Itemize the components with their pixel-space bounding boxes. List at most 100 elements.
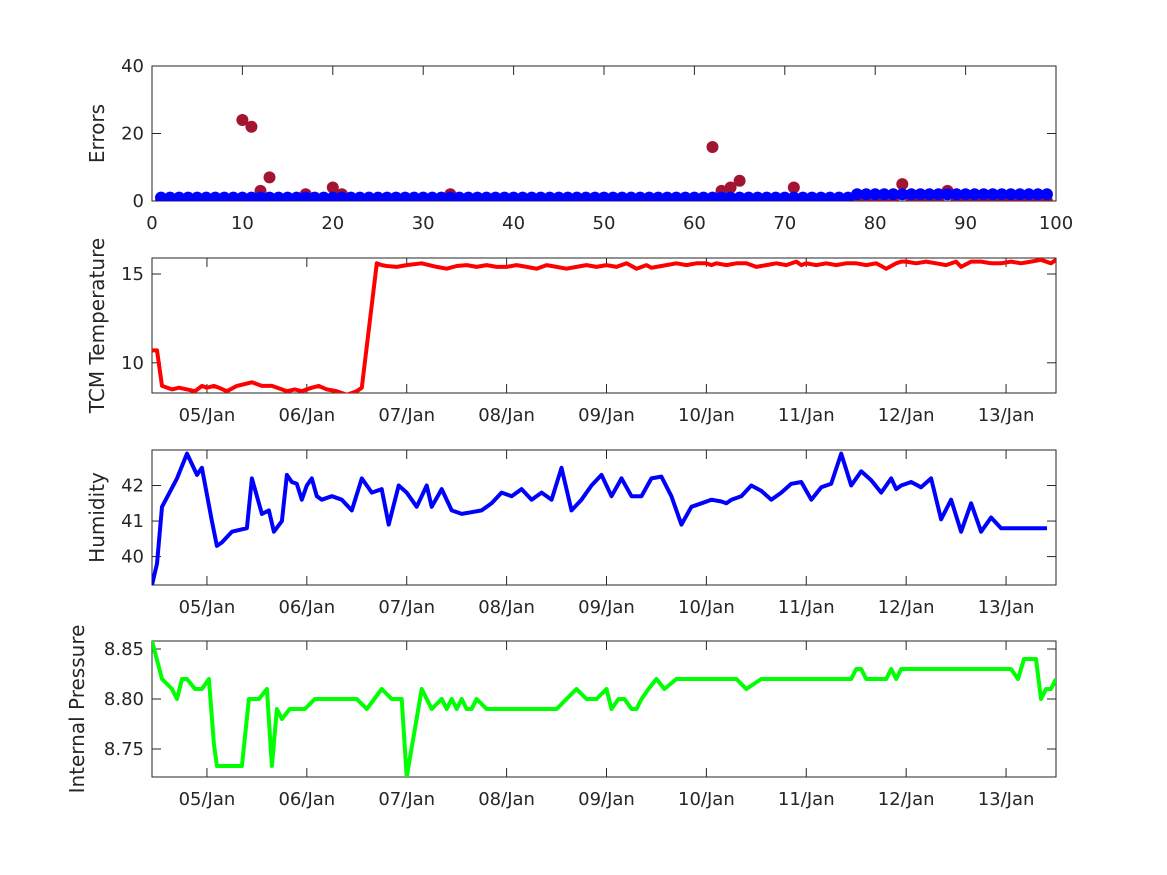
data-point: [570, 191, 583, 201]
data-point: [335, 191, 348, 201]
x-tick-label: 0: [146, 213, 157, 234]
data-point: [308, 191, 321, 201]
data-point: [209, 191, 222, 201]
data-point: [227, 191, 240, 201]
data-point: [869, 188, 882, 201]
x-tick-label: 05/Jan: [179, 789, 236, 810]
series-line: [152, 258, 1056, 393]
data-point: [824, 191, 836, 201]
data-point: [1013, 188, 1026, 201]
data-point: [887, 188, 900, 201]
data-point: [787, 181, 800, 194]
data-point: [290, 191, 303, 201]
x-tick-label: 08/Jan: [478, 789, 535, 810]
data-point: [634, 191, 647, 201]
data-point: [236, 191, 249, 201]
x-tick-label: 70: [773, 213, 796, 234]
data-point: [263, 171, 276, 184]
x-tick-label: 08/Jan: [478, 597, 535, 618]
internal-pressure-panel: 05/Jan 06/Jan 07/Jan 08/Jan 09/Jan 10/Jan 11/J…: [65, 625, 1057, 810]
errors-panel: 0 10 20 30 40 50 60 70 80 90 100 0 20 40 Errors: [85, 56, 1073, 234]
data-point: [860, 188, 873, 201]
data-point: [878, 188, 891, 201]
data-point: [426, 191, 439, 201]
data-point: [896, 188, 909, 201]
data-point: [435, 191, 448, 201]
data-point: [733, 174, 746, 187]
x-tick-label: 08/Jan: [478, 405, 535, 426]
data-point: [679, 191, 692, 201]
data-point: [941, 188, 954, 201]
data-point: [959, 188, 972, 201]
y-tick-label: 0: [133, 191, 144, 212]
data-point: [625, 191, 638, 201]
plot-area: [151, 65, 1057, 202]
data-point: [453, 191, 466, 201]
data-layer: [152, 451, 1047, 585]
y-tick-label: 40: [121, 547, 144, 568]
data-point: [218, 191, 231, 201]
data-point: [706, 191, 719, 201]
x-tick-label: 12/Jan: [878, 597, 935, 618]
x-tick-label: 12/Jan: [878, 405, 935, 426]
data-point: [706, 141, 719, 153]
x-tick-label: 09/Jan: [578, 789, 635, 810]
data-point: [372, 191, 384, 201]
data-point: [995, 188, 1008, 201]
data-point: [200, 191, 213, 201]
data-point: [598, 191, 610, 201]
data-point: [923, 188, 936, 201]
data-point: [742, 191, 755, 201]
y-axis-label: Humidity: [85, 472, 109, 563]
data-layer: [152, 641, 1056, 777]
data-point: [191, 191, 204, 201]
x-tick-label: 80: [864, 213, 887, 234]
series-line: [152, 641, 1056, 777]
data-point: [561, 191, 574, 201]
x-tick-label: 06/Jan: [278, 597, 335, 618]
data-point: [724, 181, 737, 194]
x-tick-label: 10: [231, 213, 254, 234]
data-point: [390, 191, 403, 201]
data-point: [245, 191, 258, 201]
x-tick-label: 05/Jan: [179, 597, 236, 618]
x-tick-label: 100: [1039, 213, 1073, 234]
data-point: [263, 191, 276, 201]
x-tick-label: 12/Jan: [878, 789, 935, 810]
humidity-panel: 05/Jan 06/Jan 07/Jan 08/Jan 09/Jan 10/Jan 11/J…: [85, 449, 1057, 618]
data-point: [1004, 188, 1017, 201]
data-point: [805, 191, 818, 201]
x-tick-label: 06/Jan: [278, 789, 335, 810]
data-point: [652, 191, 665, 201]
x-tick-label: 09/Jan: [578, 597, 635, 618]
data-point: [552, 191, 565, 201]
data-point: [344, 191, 357, 201]
x-tick-label: 13/Jan: [978, 405, 1035, 426]
data-point: [408, 191, 421, 201]
x-tick-label: 07/Jan: [378, 789, 435, 810]
plot-area: [151, 449, 1057, 586]
x-tick-label: 07/Jan: [378, 405, 435, 426]
data-point: [245, 120, 258, 133]
plot-area: [151, 257, 1057, 394]
y-tick-label: 42: [121, 476, 144, 497]
data-point: [968, 188, 981, 201]
y-tick-label: 10: [121, 353, 144, 374]
data-point: [778, 191, 791, 201]
data-point: [688, 191, 701, 201]
data-point: [489, 191, 502, 201]
data-point: [444, 191, 457, 201]
data-point: [281, 191, 294, 201]
data-point: [173, 191, 186, 201]
series-line: [152, 451, 1047, 585]
x-tick-label: 13/Jan: [978, 789, 1035, 810]
data-point: [751, 191, 764, 201]
y-tick-label: 20: [121, 124, 144, 145]
x-tick-label: 20: [321, 213, 344, 234]
data-point: [670, 191, 683, 201]
x-tick-label: 10/Jan: [678, 597, 735, 618]
data-point: [914, 188, 927, 201]
data-point: [896, 178, 909, 191]
data-point: [317, 191, 330, 201]
data-point: [932, 188, 945, 201]
